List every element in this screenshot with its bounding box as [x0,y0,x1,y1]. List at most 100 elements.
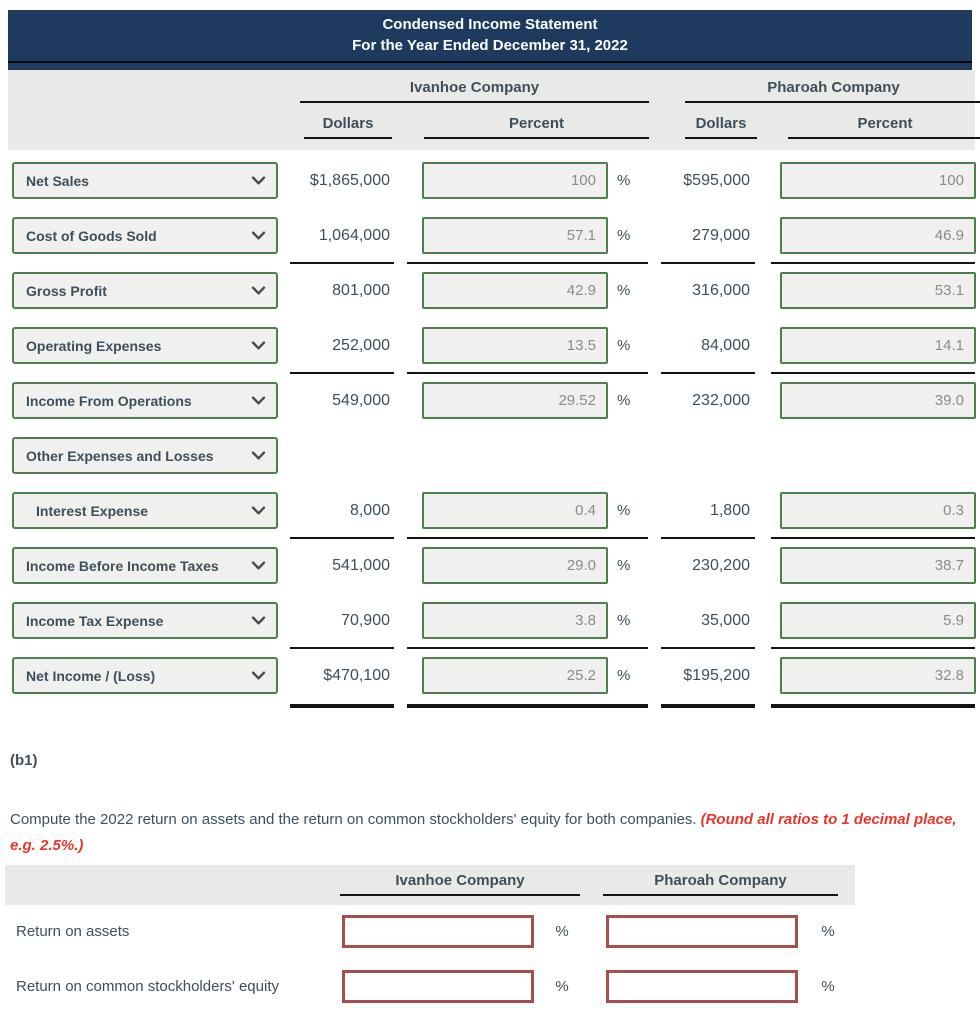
rounding-instruction: (Round all ratios to 1 decimal place, e.… [10,811,957,854]
ivanhoe-percent-input[interactable] [422,272,608,309]
account-select-label: Operating Expenses [26,337,162,354]
pharoah-percent-input[interactable] [780,327,976,364]
chevron-down-icon [251,671,266,680]
row-income-from-operations: Income From Operations 549,000 % 232,000… [0,373,980,428]
account-select-label: Interest Expense [36,502,149,519]
subtotal-rule [290,262,394,264]
pharoah-percent-input[interactable] [780,217,976,254]
ivanhoe-dollars-value: 252,000 [332,337,390,354]
ivanhoe-percent-input[interactable] [422,602,608,639]
ratio-company1-header: Ivanhoe Company [340,872,580,896]
row-interest-expense: Interest Expense 8,000 % 1,800 % [0,483,980,539]
pharoah-return-on-assets-input[interactable] [606,915,798,948]
ivanhoe-dollars-value: 1,064,000 [318,227,390,244]
ivanhoe-return-on-equity-input[interactable] [342,970,534,1003]
subtotal-rule [771,262,975,264]
pharoah-percent-input[interactable] [780,602,976,639]
chevron-down-icon [251,561,266,570]
row-net-sales: Net Sales $1,865,000 % $595,000 % [0,153,980,208]
account-select-label: Net Income / (Loss) [26,667,156,684]
percent-sign: % [617,612,631,629]
subtotal-rule [661,647,755,649]
account-select[interactable]: Gross Profit [12,272,278,309]
company1-percent-header: Percent [424,115,649,139]
ivanhoe-dollars-value: 541,000 [332,557,390,574]
statement-title: Condensed Income Statement [382,16,598,33]
subtotal-rule [771,537,975,539]
pharoah-dollars-value: $595,000 [683,172,750,189]
chevron-down-icon [251,176,266,185]
pharoah-percent-input[interactable] [780,657,976,694]
row-income-before-income-taxes: Income Before Income Taxes 541,000 % 230… [0,538,980,593]
ivanhoe-percent-input[interactable] [422,162,608,199]
company2-percent-header: Percent [788,115,980,139]
account-select[interactable]: Income Tax Expense [12,602,278,639]
pharoah-dollars-value: 35,000 [701,612,750,629]
ivanhoe-percent-input[interactable] [422,327,608,364]
ivanhoe-percent-input[interactable] [422,217,608,254]
ivanhoe-percent-input[interactable] [422,547,608,584]
ivanhoe-percent-input[interactable] [422,657,608,694]
ivanhoe-dollars-value: $1,865,000 [309,172,390,189]
ivanhoe-dollars-value: 549,000 [332,392,390,409]
ivanhoe-percent-input[interactable] [422,382,608,419]
account-select[interactable]: Net Sales [12,162,278,199]
account-select[interactable]: Income From Operations [12,382,278,419]
account-select-label: Gross Profit [26,282,107,299]
pharoah-dollars-value: $195,200 [683,667,750,684]
row-operating-expenses: Operating Expenses 252,000 % 84,000 % [0,318,980,374]
ivanhoe-dollars-value: 70,900 [341,612,390,629]
ivanhoe-return-on-assets-input[interactable] [342,915,534,948]
chevron-down-icon [251,451,266,460]
pharoah-return-on-equity-input[interactable] [606,970,798,1003]
percent-sign: % [555,978,569,995]
subtotal-rule [290,647,394,649]
percent-sign: % [821,923,835,940]
chevron-down-icon [251,286,266,295]
account-select[interactable]: Cost of Goods Sold [12,217,278,254]
percent-sign: % [555,923,569,940]
account-select-label: Cost of Goods Sold [26,227,157,244]
ratio-company2-header: Pharoah Company [603,872,838,896]
pharoah-dollars-value: 230,200 [692,557,750,574]
pharoah-percent-input[interactable] [780,272,976,309]
company2-header: Pharoah Company [685,79,980,103]
percent-sign: % [617,337,631,354]
chevron-down-icon [251,231,266,240]
percent-sign: % [617,172,631,189]
percent-sign: % [617,392,631,409]
total-rule [661,704,755,708]
ivanhoe-percent-input[interactable] [422,492,608,529]
pharoah-percent-input[interactable] [780,547,976,584]
account-select[interactable]: Net Income / (Loss) [12,657,278,694]
chevron-down-icon [251,506,266,515]
ivanhoe-dollars-value: 8,000 [349,502,390,519]
chevron-down-icon [251,341,266,350]
company2-dollars-header: Dollars [685,115,757,139]
pharoah-percent-input[interactable] [780,492,976,529]
income-statement-rows: Net Sales $1,865,000 % $595,000 % Cost o… [0,153,980,708]
subtotal-rule [661,537,755,539]
question-prompt: Compute the 2022 return on assets and th… [10,807,968,859]
row-income-tax-expense: Income Tax Expense 70,900 % 35,000 % [0,593,980,649]
percent-sign: % [617,667,631,684]
ivanhoe-dollars-value: 801,000 [332,282,390,299]
ratio-label: Return on assets [16,923,130,940]
total-rule [771,704,975,708]
account-select[interactable]: Income Before Income Taxes [12,547,278,584]
pharoah-percent-input[interactable] [780,382,976,419]
row-gross-profit: Gross Profit 801,000 % 316,000 % [0,263,980,318]
account-select[interactable]: Operating Expenses [12,327,278,364]
statement-subtitle: For the Year Ended December 31, 2022 [352,37,628,54]
percent-sign: % [617,282,631,299]
account-select[interactable]: Interest Expense [12,492,278,529]
account-select-label: Income Tax Expense [26,612,164,629]
chevron-down-icon [251,616,266,625]
pharoah-percent-input[interactable] [780,162,976,199]
statement-title-block: Condensed Income Statement For the Year … [8,10,972,70]
pharoah-dollars-value: 84,000 [701,337,750,354]
subtotal-rule [407,537,648,539]
ratio-header-band: Ivanhoe Company Pharoah Company [5,865,855,905]
account-select[interactable]: Other Expenses and Losses [12,437,278,474]
